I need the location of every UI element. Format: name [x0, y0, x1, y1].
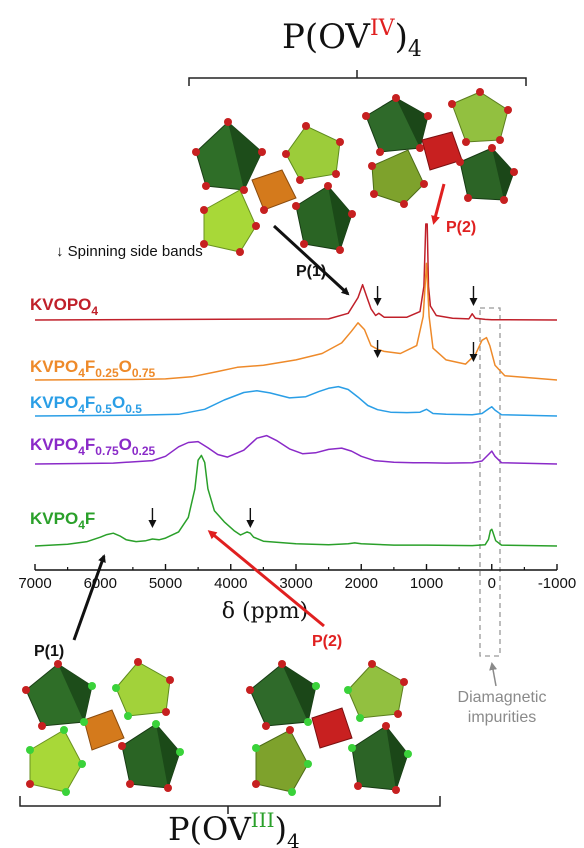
spectrum-line-3 [34, 434, 558, 465]
polyhedra-top-left [192, 118, 356, 256]
side-bands-label: ↓ Spinning side bands [56, 243, 203, 260]
p2-top-label: P(2) [446, 219, 476, 236]
x-tick-label-0: 7000 [18, 575, 51, 592]
top-formula-roman: IV [370, 16, 396, 41]
series-labels: KVOPO4 KVPO4F0.25O0.75 KVPO4F0.5O0.5 KVPO4F… [30, 295, 156, 532]
top-bracket [188, 70, 527, 86]
x-tick-label-2: 5000 [149, 575, 182, 592]
polyhedra-top-right [362, 88, 518, 208]
impurities-label-line1: Diamagnetic [458, 689, 547, 706]
bottom-formula: P(OVIII)4 [168, 808, 300, 848]
spectrum-line-0 [34, 223, 558, 321]
x-tick-label-7: 0 [488, 575, 496, 592]
x-axis-label: δ (ppm) [222, 599, 308, 624]
x-tick-label-5: 2000 [345, 575, 378, 592]
side-band-arrows [148, 286, 478, 528]
spectrum-line-1 [34, 262, 558, 381]
series-label-3: KVPO4F0.75O0.25 [30, 435, 156, 458]
series-label-1: KVPO4F0.25O0.75 [30, 357, 156, 380]
p1-bottom-label: P(1) [34, 643, 64, 660]
impurities-box [479, 307, 501, 657]
p2-bottom-arrow [207, 530, 325, 628]
series-label-2: KVPO4F0.5O0.5 [30, 393, 142, 416]
impurities-arrow [489, 662, 498, 687]
spectra [34, 223, 558, 547]
bottom-formula-roman: III [251, 808, 275, 832]
top-formula: P(OVIV)4 [282, 16, 422, 62]
x-tick-label-6: 1000 [410, 575, 443, 592]
x-tick-label-3: 4000 [214, 575, 247, 592]
impurities-label-line2: impurities [468, 709, 536, 726]
series-label-4: KVPO4F [30, 509, 95, 532]
x-tick-label-8: -1000 [538, 575, 576, 592]
p2-top-arrow [431, 183, 446, 225]
p1-top-arrow [272, 224, 350, 296]
polyhedra-bottom-right [246, 660, 412, 796]
spectrum-line-2 [34, 385, 558, 417]
polyhedra-bottom-left [22, 658, 184, 796]
p1-bottom-arrow [72, 554, 106, 641]
p2-bottom-label: P(2) [312, 633, 342, 650]
bottom-bracket [19, 796, 441, 814]
x-axis: 7000 6000 5000 4000 3000 2000 1000 0 -1000 [18, 564, 576, 592]
x-tick-label-4: 3000 [279, 575, 312, 592]
series-label-0: KVOPO4 [30, 295, 98, 318]
spectrum-line-4 [34, 454, 558, 547]
x-tick-label-1: 6000 [84, 575, 117, 592]
